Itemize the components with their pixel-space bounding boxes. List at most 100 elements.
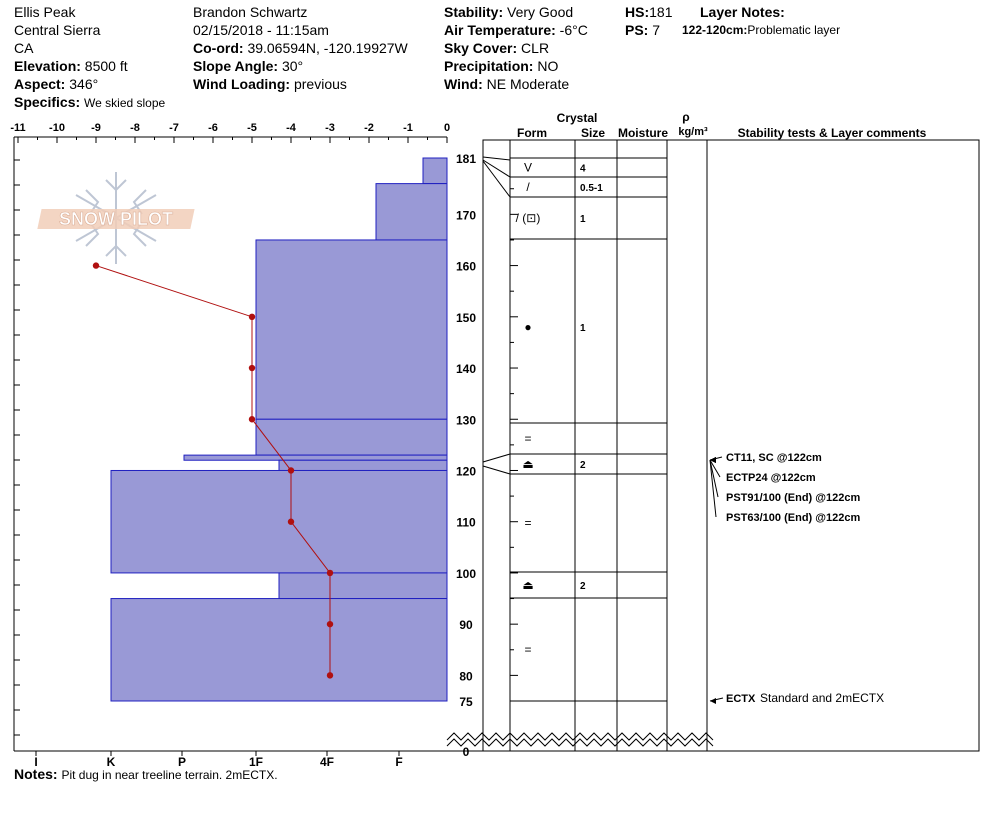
depth-tick-label: 130 bbox=[456, 413, 476, 427]
stability-row: Stability: Very Good bbox=[444, 3, 573, 21]
elevation-value: 8500 ft bbox=[84, 58, 128, 74]
test-arrowhead bbox=[710, 698, 716, 704]
specifics-row: Specifics: We skied slope bbox=[14, 93, 165, 112]
layer-note-range: 122-120cm: bbox=[682, 23, 748, 37]
hs-value: 181 bbox=[649, 4, 673, 20]
hardness-layer bbox=[422, 157, 448, 185]
temperature-point bbox=[326, 672, 334, 679]
depth-scale: 181 170 160 150 140 130 120 110 100 90 80 75 0 bbox=[447, 140, 518, 759]
temp-tick-label: -4 bbox=[286, 122, 297, 134]
aspect-value: 346° bbox=[69, 76, 99, 92]
snow-pilot-logo: SNOW PILOT bbox=[37, 172, 195, 264]
coord-row: Co-ord: 39.06594N, -120.19927W bbox=[193, 39, 408, 57]
temperature-point bbox=[326, 569, 334, 577]
hardness-tick-label: 4F bbox=[320, 755, 334, 769]
hs-row: HS:181 bbox=[625, 3, 672, 21]
aspect-label: Aspect: bbox=[14, 76, 66, 92]
temp-tick-label: -2 bbox=[364, 122, 374, 134]
depth-tick-label: 170 bbox=[456, 208, 476, 222]
hardness-tick-label: I bbox=[34, 755, 37, 769]
stability-comments-header: Stability tests & Layer comments bbox=[738, 126, 927, 140]
precip-row: Precipitation: NO bbox=[444, 57, 558, 75]
air-temp-row: Air Temperature: -6°C bbox=[444, 21, 588, 39]
temperature-point bbox=[287, 518, 295, 525]
test-pointer bbox=[709, 459, 719, 498]
depth-tick-label: 80 bbox=[459, 669, 473, 683]
hardness-tick-label: F bbox=[395, 755, 402, 769]
hardness-layer bbox=[375, 183, 448, 241]
site-range: Central Sierra bbox=[14, 22, 101, 38]
temp-tick-label: -5 bbox=[247, 122, 257, 134]
test-result: CT11, SC @122cm bbox=[726, 452, 822, 464]
coord-value: 39.06594N, -120.19927W bbox=[247, 40, 408, 56]
temp-tick-label: -3 bbox=[325, 122, 335, 134]
table-frame bbox=[482, 139, 980, 752]
depth-connector bbox=[482, 160, 511, 198]
temp-tick-label: -7 bbox=[169, 122, 179, 134]
depth-tick-label: 100 bbox=[456, 567, 476, 581]
temperature-point bbox=[248, 416, 256, 423]
temp-tick-label: -10 bbox=[49, 122, 65, 134]
logo-banner bbox=[37, 209, 195, 229]
pit-header: Ellis Peak Central Sierra CA Elevation: … bbox=[0, 0, 994, 112]
size-header: Size bbox=[581, 126, 605, 140]
temp-tick-label: -1 bbox=[403, 122, 413, 134]
grain-size: 2 bbox=[580, 460, 586, 471]
grain-form: / bbox=[526, 180, 530, 194]
depth-connector bbox=[482, 159, 511, 178]
precip-value: NO bbox=[537, 58, 559, 74]
hardness-tick-label: K bbox=[107, 755, 116, 769]
depth-tick-label: 0 bbox=[463, 745, 470, 759]
grain-form: V bbox=[524, 161, 532, 175]
depth-tick-label: 181 bbox=[456, 152, 476, 166]
grain-form: ⏏ bbox=[522, 578, 533, 592]
crystal-header: Crystal bbox=[557, 111, 598, 125]
air-temp-label: Air Temperature: bbox=[444, 22, 556, 38]
specifics-value: We skied slope bbox=[84, 96, 166, 110]
grain-size: 4 bbox=[580, 164, 586, 175]
hardness-layer bbox=[110, 598, 448, 702]
coord-label: Co-ord: bbox=[193, 40, 244, 56]
depth-connector bbox=[482, 453, 511, 463]
test-result: ECTX bbox=[726, 693, 756, 705]
sky-value: CLR bbox=[521, 40, 550, 56]
slope-label: Slope Angle: bbox=[193, 58, 279, 74]
wind-loading-value: previous bbox=[293, 76, 347, 92]
precip-label: Precipitation: bbox=[444, 58, 534, 74]
hardness-temperature-plot: -11 -10 -9 -8 -7 -6 -5 -4 -3 -2 -1 0I K P 1F 4F F bbox=[10, 122, 450, 769]
depth-tick-label: 75 bbox=[459, 695, 473, 709]
test-pointer bbox=[709, 459, 721, 478]
temp-tick-label: -8 bbox=[130, 122, 140, 134]
wind-loading-label: Wind Loading: bbox=[193, 76, 291, 92]
temp-tick-label: 0 bbox=[444, 122, 450, 134]
temperature-point bbox=[287, 467, 295, 474]
temperature-point bbox=[92, 262, 100, 269]
depth-tick-label: 90 bbox=[459, 618, 473, 632]
notes-label: Notes: bbox=[14, 766, 58, 782]
test-comment: Standard and 2mECTX bbox=[760, 691, 884, 705]
logo-text: SNOW PILOT bbox=[59, 209, 173, 229]
grain-form: = bbox=[524, 516, 531, 530]
sky-label: Sky Cover: bbox=[444, 40, 518, 56]
notes-text: Pit dug in near treeline terrain. 2mECTX… bbox=[61, 768, 278, 782]
hardness-tick-label: 1F bbox=[249, 755, 263, 769]
layer-note: 122-120cm:Problematic layer bbox=[682, 21, 840, 39]
temp-tick-label: -11 bbox=[10, 122, 25, 134]
density-header: kg/m³ bbox=[678, 126, 708, 138]
grain-size: 1 bbox=[580, 214, 586, 225]
aspect-row: Aspect: 346° bbox=[14, 75, 98, 93]
hardness-layer bbox=[110, 469, 448, 574]
wind-label: Wind: bbox=[444, 76, 483, 92]
break-line bbox=[446, 732, 714, 741]
specifics-label: Specifics: bbox=[14, 94, 81, 110]
grain-size: 2 bbox=[580, 581, 586, 592]
stability-value: Very Good bbox=[507, 4, 574, 20]
temp-tick-label: -6 bbox=[208, 122, 218, 134]
test-result: ECTP24 @122cm bbox=[726, 472, 816, 484]
rho-header: ρ bbox=[682, 110, 689, 124]
wind-loading-row: Wind Loading: previous bbox=[193, 75, 347, 93]
grain-form: = bbox=[524, 643, 531, 657]
ps-value: 7 bbox=[652, 22, 661, 38]
slope-value: 30° bbox=[281, 58, 304, 74]
